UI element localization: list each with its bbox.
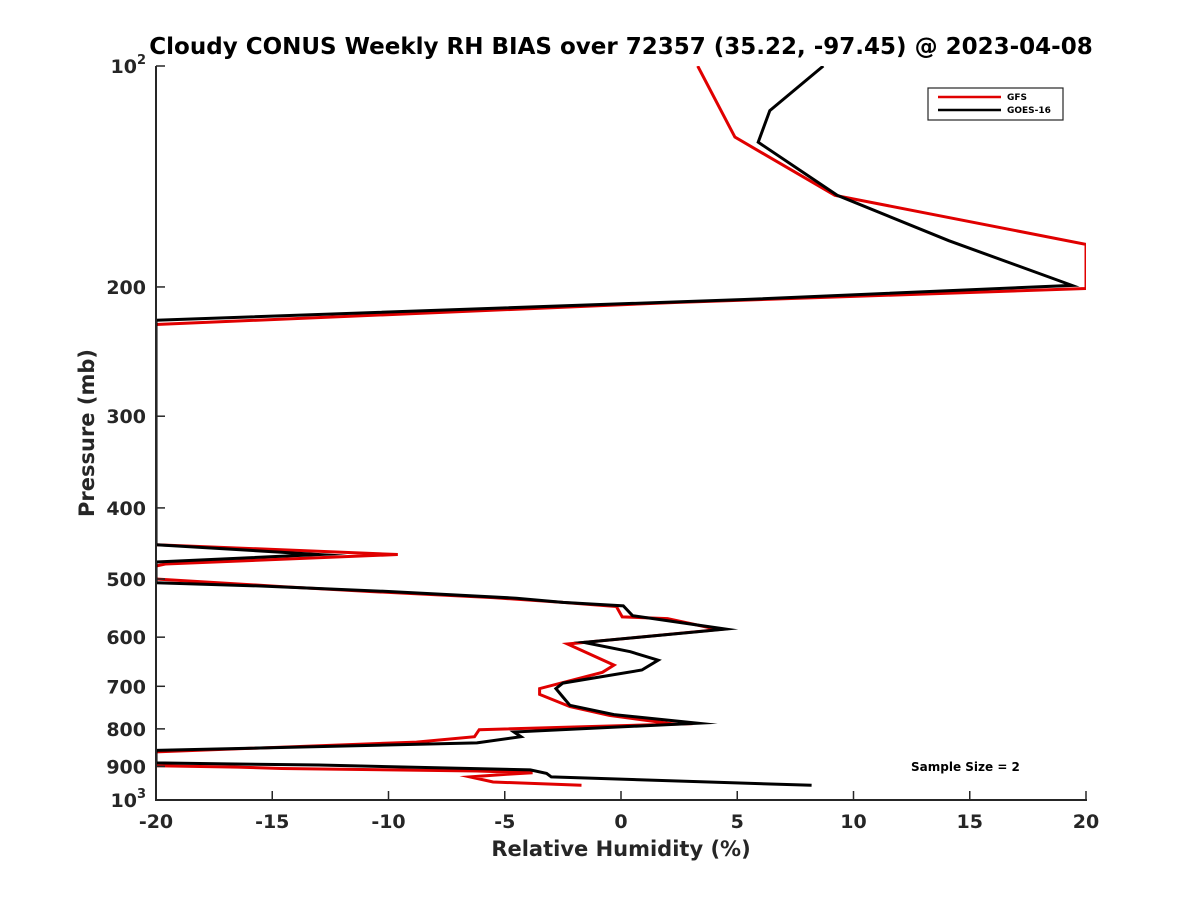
x-tick-label: -15 bbox=[255, 811, 289, 833]
x-tick-label: -5 bbox=[494, 811, 515, 833]
series-layer bbox=[156, 66, 1086, 787]
x-tick-label: 10 bbox=[840, 811, 866, 833]
y-tick-label: 200 bbox=[106, 277, 146, 299]
x-tick-label: 5 bbox=[731, 811, 744, 833]
legend: GFS GOES-16 bbox=[927, 87, 1064, 121]
y-axis-label: Pressure (mb) bbox=[75, 349, 99, 517]
legend-label-goes16: GOES-16 bbox=[1007, 106, 1051, 116]
chart-title: Cloudy CONUS Weekly RH BIAS over 72357 (… bbox=[149, 34, 1092, 60]
y-tick-label: 300 bbox=[106, 406, 146, 428]
x-tick-label: -20 bbox=[139, 811, 173, 833]
x-tick-label: -10 bbox=[371, 811, 405, 833]
y-ticks: 102 200 300 400 500 600 700 800 900 103 bbox=[106, 53, 165, 812]
series-line-goes16 bbox=[156, 66, 1080, 787]
x-ticks: -20 -15 -10 -5 0 5 10 15 20 bbox=[139, 791, 1099, 833]
y-tick-label: 500 bbox=[106, 569, 146, 591]
y-tick-label: 400 bbox=[106, 498, 146, 520]
y-tick-label: 600 bbox=[106, 627, 146, 649]
y-tick-label: 102 bbox=[111, 53, 147, 78]
sample-size-annotation: Sample Size = 2 bbox=[911, 760, 1020, 774]
x-axis-label: Relative Humidity (%) bbox=[491, 837, 750, 861]
legend-label-gfs: GFS bbox=[1007, 93, 1027, 103]
y-tick-label: 700 bbox=[106, 676, 146, 698]
x-tick-label: 0 bbox=[614, 811, 627, 833]
x-tick-label: 15 bbox=[957, 811, 983, 833]
y-tick-label: 103 bbox=[111, 787, 147, 812]
legend-box bbox=[927, 87, 1064, 121]
x-tick-label: 20 bbox=[1073, 811, 1099, 833]
series-line-gfs bbox=[156, 66, 1086, 787]
y-tick-label: 900 bbox=[106, 756, 146, 778]
y-tick-label: 800 bbox=[106, 719, 146, 741]
